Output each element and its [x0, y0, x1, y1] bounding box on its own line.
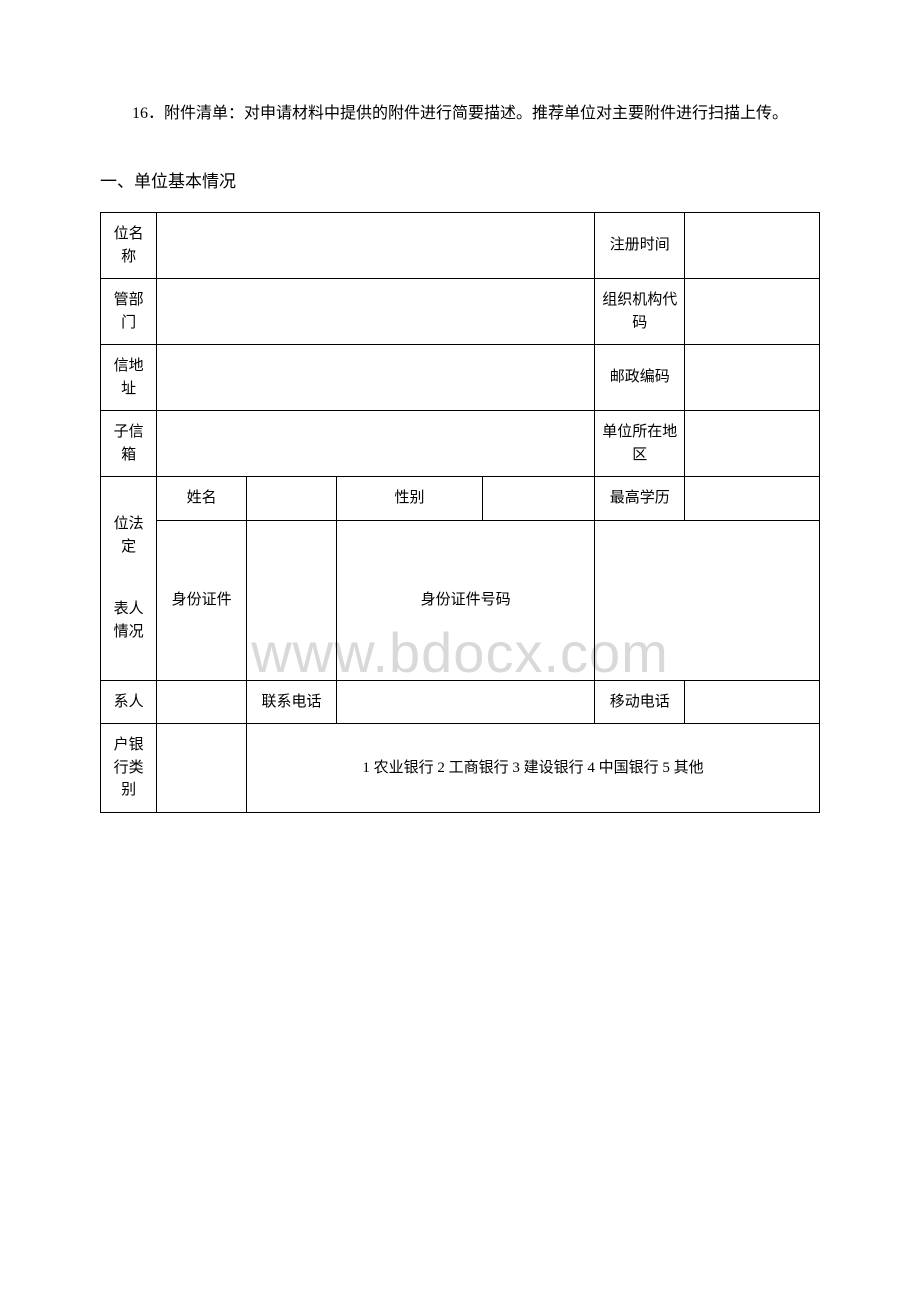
cell-address-label: 信地址	[101, 345, 157, 411]
table-row: 系人 联系电话 移动电话	[101, 680, 820, 724]
cell-bank-options: 1 农业银行 2 工商银行 3 建设银行 4 中国银行 5 其他	[247, 724, 820, 813]
legal-rep-label-1: 位法定	[107, 513, 150, 558]
cell-address-value	[157, 345, 595, 411]
cell-unit-name-value	[157, 213, 595, 279]
cell-phone-label: 联系电话	[247, 680, 337, 724]
table-row: 信地址 邮政编码	[101, 345, 820, 411]
table-row: 位名称 注册时间	[101, 213, 820, 279]
cell-region-value	[685, 411, 820, 477]
cell-id-type-label: 身份证件	[157, 520, 247, 680]
legal-rep-label-2: 表人情况	[107, 598, 150, 643]
cell-phone-value	[336, 680, 594, 724]
table-row: 位法定 表人情况 姓名 性别 最高学历	[101, 477, 820, 521]
unit-basic-info-table: 位名称 注册时间 管部门 组织机构代码 信地址 邮政编码 子信箱 单位所在地区	[100, 212, 820, 813]
paragraph-16: 16．附件清单：对申请材料中提供的附件进行简要描述。推荐单位对主要附件进行扫描上…	[100, 100, 820, 127]
section-title: 一、单位基本情况	[100, 167, 820, 192]
cell-reg-time-label: 注册时间	[595, 213, 685, 279]
cell-dept-value	[157, 279, 595, 345]
cell-postcode-value	[685, 345, 820, 411]
cell-reg-time-value	[685, 213, 820, 279]
table-row: 管部门 组织机构代码	[101, 279, 820, 345]
cell-bank-label: 户银行类别	[101, 724, 157, 813]
document-content: 16．附件清单：对申请材料中提供的附件进行简要描述。推荐单位对主要附件进行扫描上…	[100, 100, 820, 813]
cell-dept-label: 管部门	[101, 279, 157, 345]
table-row: 户银行类别 1 农业银行 2 工商银行 3 建设银行 4 中国银行 5 其他	[101, 724, 820, 813]
cell-org-code-value	[685, 279, 820, 345]
cell-edu-value	[685, 477, 820, 521]
cell-contact-label: 系人	[101, 680, 157, 724]
table-row: 子信箱 单位所在地区	[101, 411, 820, 477]
cell-edu-label: 最高学历	[595, 477, 685, 521]
cell-gender-label: 性别	[336, 477, 482, 521]
cell-contact-value	[157, 680, 247, 724]
cell-name-value	[247, 477, 337, 521]
cell-email-value	[157, 411, 595, 477]
cell-org-code-label: 组织机构代码	[595, 279, 685, 345]
cell-id-type-value	[247, 520, 337, 680]
cell-bank-spacer	[157, 724, 247, 813]
cell-email-label: 子信箱	[101, 411, 157, 477]
cell-postcode-label: 邮政编码	[595, 345, 685, 411]
cell-gender-value	[482, 477, 594, 521]
cell-region-label: 单位所在地区	[595, 411, 685, 477]
cell-id-num-label: 身份证件号码	[336, 520, 594, 680]
cell-unit-name-label: 位名称	[101, 213, 157, 279]
cell-name-label: 姓名	[157, 477, 247, 521]
table-row: 身份证件 身份证件号码	[101, 520, 820, 680]
cell-legal-rep-label: 位法定 表人情况	[101, 477, 157, 681]
cell-id-num-value	[595, 520, 820, 680]
cell-mobile-value	[685, 680, 820, 724]
cell-mobile-label: 移动电话	[595, 680, 685, 724]
